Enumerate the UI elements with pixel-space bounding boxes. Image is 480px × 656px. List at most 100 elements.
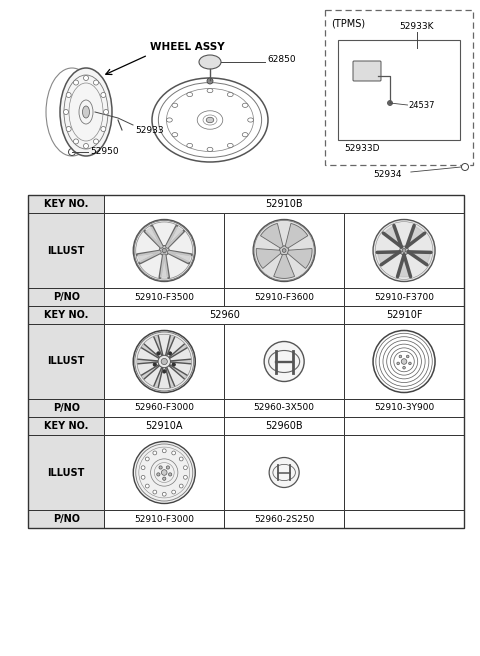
Ellipse shape: [84, 144, 88, 148]
Bar: [28, 288, 104, 306]
Circle shape: [183, 476, 187, 480]
Bar: [28, 435, 104, 510]
Circle shape: [253, 220, 315, 281]
Bar: [344, 288, 464, 306]
Circle shape: [163, 370, 166, 373]
Text: P/NO: P/NO: [53, 514, 80, 524]
Circle shape: [145, 484, 149, 488]
Polygon shape: [168, 251, 191, 262]
Text: 62850: 62850: [267, 56, 296, 64]
Ellipse shape: [66, 92, 71, 98]
Circle shape: [401, 359, 407, 364]
Circle shape: [153, 490, 157, 494]
Circle shape: [157, 473, 160, 476]
Polygon shape: [138, 251, 160, 262]
Circle shape: [69, 148, 75, 155]
Bar: [28, 195, 464, 528]
Ellipse shape: [248, 118, 253, 122]
Circle shape: [282, 249, 286, 253]
Bar: [104, 195, 464, 213]
Circle shape: [403, 367, 405, 369]
Polygon shape: [138, 359, 157, 363]
Polygon shape: [285, 224, 308, 248]
Polygon shape: [407, 226, 424, 247]
Circle shape: [402, 249, 406, 253]
Circle shape: [269, 457, 299, 487]
Polygon shape: [142, 344, 159, 358]
Ellipse shape: [101, 92, 106, 98]
Ellipse shape: [187, 92, 192, 96]
Polygon shape: [154, 336, 163, 355]
Polygon shape: [146, 227, 162, 247]
Polygon shape: [169, 344, 186, 358]
Circle shape: [168, 473, 172, 476]
Bar: [28, 324, 104, 399]
Bar: [104, 324, 224, 399]
Bar: [344, 510, 464, 528]
Circle shape: [407, 355, 409, 358]
Bar: [104, 288, 224, 306]
Text: 52933D: 52933D: [344, 144, 380, 153]
Text: (TPMS): (TPMS): [331, 18, 365, 28]
Ellipse shape: [207, 148, 213, 152]
Text: KEY NO.: KEY NO.: [44, 421, 88, 431]
Polygon shape: [142, 365, 159, 379]
Bar: [344, 435, 464, 510]
Circle shape: [408, 362, 411, 365]
Bar: [344, 306, 464, 324]
Ellipse shape: [101, 127, 106, 131]
Circle shape: [168, 352, 172, 355]
Bar: [28, 510, 104, 528]
Ellipse shape: [104, 110, 108, 115]
Bar: [28, 417, 104, 435]
Text: 52910-F3500: 52910-F3500: [134, 293, 194, 302]
Text: 52910B: 52910B: [265, 199, 303, 209]
Bar: [224, 417, 344, 435]
Text: 52950: 52950: [90, 148, 119, 157]
Polygon shape: [169, 365, 186, 379]
Ellipse shape: [172, 103, 178, 108]
Text: ILLUST: ILLUST: [48, 356, 85, 367]
Circle shape: [153, 451, 157, 455]
Circle shape: [159, 466, 162, 469]
Text: 52910-F3000: 52910-F3000: [134, 514, 194, 523]
Circle shape: [180, 484, 183, 488]
Polygon shape: [166, 336, 174, 355]
Circle shape: [172, 490, 176, 494]
Circle shape: [162, 492, 166, 496]
Bar: [28, 213, 104, 288]
Circle shape: [133, 331, 195, 392]
Circle shape: [145, 457, 149, 461]
Polygon shape: [398, 255, 410, 277]
Polygon shape: [154, 368, 163, 387]
Circle shape: [387, 100, 393, 106]
Polygon shape: [256, 249, 281, 268]
Ellipse shape: [228, 92, 233, 96]
Circle shape: [162, 449, 166, 453]
Circle shape: [166, 466, 169, 469]
Circle shape: [161, 470, 167, 476]
Ellipse shape: [73, 139, 79, 144]
Ellipse shape: [242, 103, 248, 108]
Circle shape: [461, 163, 468, 171]
Text: 52933: 52933: [135, 126, 164, 135]
Text: ILLUST: ILLUST: [48, 468, 85, 478]
Ellipse shape: [63, 110, 69, 115]
Text: 52960B: 52960B: [265, 421, 303, 431]
Ellipse shape: [172, 133, 178, 137]
Bar: [28, 306, 104, 324]
Text: 52960-F3000: 52960-F3000: [134, 403, 194, 413]
Circle shape: [163, 477, 166, 480]
Text: 24537: 24537: [409, 100, 435, 110]
Circle shape: [162, 249, 167, 253]
Text: P/NO: P/NO: [53, 292, 80, 302]
Polygon shape: [408, 252, 430, 264]
Text: 52933K: 52933K: [399, 22, 434, 31]
Polygon shape: [171, 359, 190, 363]
Polygon shape: [274, 255, 295, 278]
Ellipse shape: [228, 144, 233, 148]
Ellipse shape: [84, 75, 88, 81]
Bar: [344, 399, 464, 417]
Text: WHEEL ASSY: WHEEL ASSY: [150, 42, 225, 52]
Ellipse shape: [242, 133, 248, 137]
